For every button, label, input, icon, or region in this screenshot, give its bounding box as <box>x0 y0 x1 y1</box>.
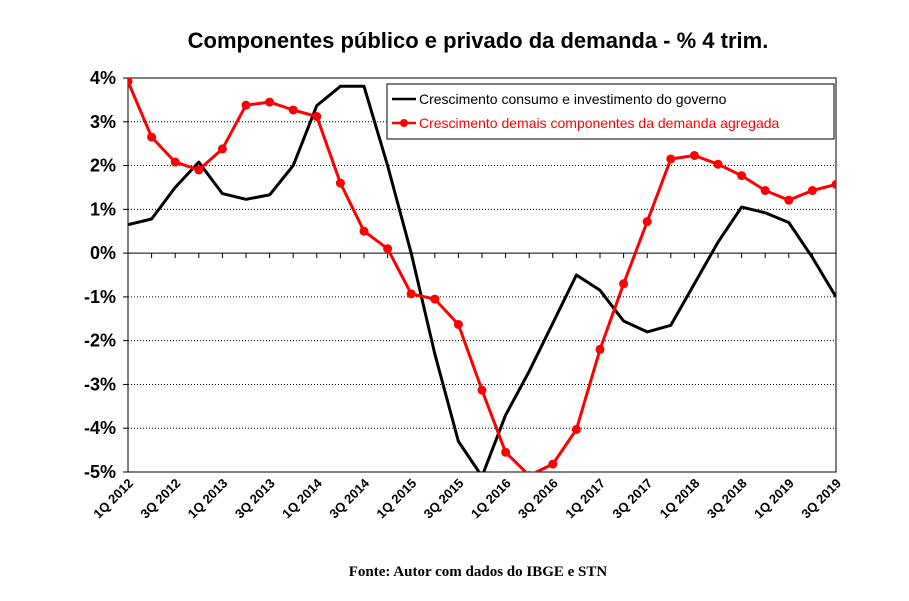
data-point <box>526 471 533 472</box>
x-tick-label: 3Q 2013 <box>232 476 278 522</box>
data-point <box>548 459 558 469</box>
x-tick-label: 1Q 2018 <box>657 476 703 522</box>
data-point <box>713 159 723 169</box>
data-point <box>619 279 629 289</box>
data-point <box>170 157 180 167</box>
data-point <box>147 132 157 142</box>
data-point <box>477 385 487 395</box>
series-1 <box>128 84 836 472</box>
data-point <box>312 112 322 122</box>
data-point <box>831 179 836 189</box>
legend-marker-demais <box>400 119 408 127</box>
data-point <box>241 100 251 110</box>
x-tick-label: 3Q 2014 <box>326 475 372 521</box>
y-tick-label: 4% <box>90 68 116 88</box>
y-tick-label: -3% <box>84 374 116 394</box>
data-point <box>737 171 747 181</box>
series-line <box>128 84 836 472</box>
data-point <box>430 294 440 304</box>
data-point <box>571 425 581 435</box>
y-tick-label: -5% <box>84 462 116 482</box>
x-tick-label: 3Q 2018 <box>704 476 750 522</box>
x-tick-label: 1Q 2019 <box>751 476 797 522</box>
data-point <box>807 186 817 196</box>
data-point <box>595 344 605 354</box>
x-tick-label: 1Q 2017 <box>562 476 608 522</box>
source-note: Fonte: Autor com dados do IBGE e STN <box>349 564 608 580</box>
data-point <box>689 150 699 160</box>
series-line <box>128 80 836 472</box>
x-tick-label: 1Q 2014 <box>279 475 325 521</box>
data-point <box>265 97 275 107</box>
x-tick-label: 1Q 2012 <box>90 476 136 522</box>
chart-title: Componentes público e privado da demanda… <box>188 28 769 53</box>
data-point <box>406 289 416 299</box>
series-2 <box>128 78 836 472</box>
y-tick-label: -4% <box>84 418 116 438</box>
data-point <box>760 186 770 196</box>
plot-area-border <box>127 77 837 473</box>
data-point <box>501 447 511 457</box>
data-point <box>784 195 794 205</box>
x-tick-label: 1Q 2015 <box>373 476 419 522</box>
y-tick-label: 3% <box>90 112 116 132</box>
data-point <box>666 154 676 164</box>
y-tick-label: -1% <box>84 287 116 307</box>
data-point <box>383 244 393 254</box>
data-point <box>194 165 204 175</box>
y-tick-label: 1% <box>90 199 116 219</box>
x-tick-label: 1Q 2013 <box>185 476 231 522</box>
x-tick-label: 3Q 2019 <box>798 476 844 522</box>
gridlines <box>128 121 836 429</box>
y-tick-label: -2% <box>84 331 116 351</box>
x-tick-label: 3Q 2017 <box>609 476 655 522</box>
data-point <box>335 178 345 188</box>
y-tick-label: 0% <box>90 243 116 263</box>
x-tick-label: 1Q 2016 <box>468 476 514 522</box>
data-point <box>642 217 652 227</box>
y-tick-label: 2% <box>90 156 116 176</box>
x-tick-label: 3Q 2016 <box>515 476 561 522</box>
data-point <box>128 78 133 87</box>
data-point <box>288 105 298 115</box>
data-point <box>453 319 463 329</box>
x-tick-label: 3Q 2012 <box>137 476 183 522</box>
legend-label-demais: Crescimento demais componentes da demand… <box>419 115 780 131</box>
legend-box <box>386 83 835 140</box>
legend-label-governo: Crescimento consumo e investimento do go… <box>419 91 727 107</box>
x-tick-label: 3Q 2015 <box>421 476 467 522</box>
series <box>128 78 836 472</box>
legend: Crescimento consumo e investimento do go… <box>386 83 835 140</box>
data-point <box>359 226 369 236</box>
data-point <box>217 144 227 154</box>
